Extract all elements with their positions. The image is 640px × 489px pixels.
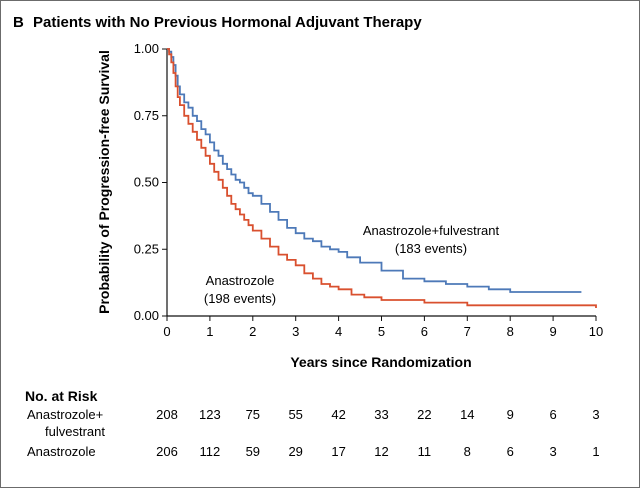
risk-value: 112 — [200, 444, 221, 459]
x-tick-label: 2 — [249, 324, 256, 339]
panel-letter: B — [13, 14, 24, 31]
risk-value: 8 — [464, 444, 471, 459]
x-tick-label: 4 — [335, 324, 342, 339]
risk-value: 42 — [331, 407, 345, 422]
x-tick-label: 5 — [378, 324, 385, 339]
risk-value: 17 — [331, 444, 345, 459]
x-tick-label: 1 — [206, 324, 213, 339]
survival-curves — [167, 48, 597, 308]
risk-value: 29 — [288, 444, 302, 459]
y-tick-label: 0.75 — [134, 108, 159, 123]
risk-value: 9 — [507, 407, 514, 422]
x-tick-label: 0 — [163, 324, 170, 339]
x-axis-title: Years since Randomization — [290, 354, 471, 370]
fulvestrant-annotation-name: Anastrozole+fulvestrant — [363, 223, 500, 238]
x-tick-label: 7 — [464, 324, 471, 339]
x-tick-label: 10 — [589, 324, 603, 339]
risk-value: 11 — [418, 444, 432, 459]
chart-title: Patients with No Previous Hormonal Adjuv… — [33, 14, 422, 31]
risk-value: 22 — [417, 407, 431, 422]
risk-value: 6 — [507, 444, 514, 459]
risk-value: 14 — [460, 407, 474, 422]
risk-row-label-line2: fulvestrant — [45, 424, 105, 439]
fulvestrant-annotation-events: (183 events) — [395, 241, 467, 256]
risk-value: 6 — [549, 407, 556, 422]
risk-value: 1 — [592, 444, 599, 459]
risk-value: 123 — [199, 407, 221, 422]
x-tick-label: 9 — [549, 324, 556, 339]
series-anastrozole-line — [167, 48, 597, 308]
anastrozole-annotation-events: (198 events) — [204, 291, 276, 306]
risk-value: 3 — [549, 444, 556, 459]
x-tick-label: 6 — [421, 324, 428, 339]
y-axis-title: Probability of Progression-free Survival — [96, 50, 112, 314]
risk-value: 208 — [156, 407, 178, 422]
x-tick-label: 8 — [507, 324, 514, 339]
y-tick-label: 0.25 — [134, 241, 159, 256]
risk-table-values: 208 123 75 55 42 33 22 14 9 6 3 206 112 59 29 17 12 11 8 6 3… — [156, 407, 599, 459]
risk-value: 33 — [374, 407, 388, 422]
risk-row-label: Anastrozole — [27, 444, 96, 459]
y-tick-label: 0.50 — [134, 175, 159, 190]
risk-value: 12 — [374, 444, 388, 459]
risk-value: 55 — [288, 407, 302, 422]
risk-row-label: Anastrozole+ — [27, 407, 103, 422]
y-tick-label: 1.00 — [134, 41, 159, 56]
risk-value: 206 — [156, 444, 178, 459]
y-tick-label: 0.00 — [134, 308, 159, 323]
risk-table-heading: No. at Risk — [25, 388, 98, 404]
risk-value: 59 — [246, 444, 260, 459]
axes: 0 1 2 3 4 5 6 7 8 9 10 0.00 0.25 0.50 0.75 1.00 — [134, 41, 604, 339]
series-anastrozole-fulvestrant-line — [167, 48, 582, 293]
anastrozole-annotation-name: Anastrozole — [206, 273, 275, 288]
risk-value: 3 — [592, 407, 599, 422]
x-tick-label: 3 — [292, 324, 299, 339]
risk-value: 75 — [246, 407, 260, 422]
